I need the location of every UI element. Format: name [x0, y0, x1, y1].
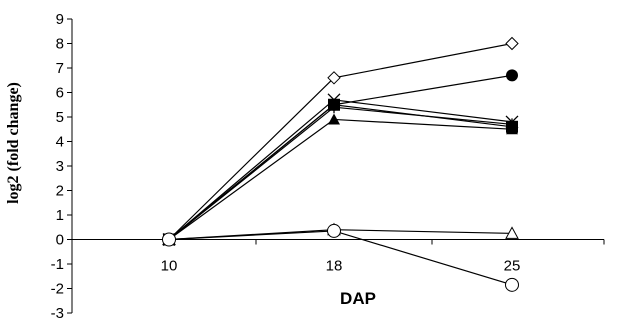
- filled-circle-marker: [506, 69, 518, 82]
- series-line: [168, 42, 513, 240]
- y-tick-label: 7: [56, 60, 64, 77]
- series-layer: [162, 36, 519, 292]
- x-tick-label: 10: [161, 258, 178, 275]
- series-line: [168, 74, 513, 240]
- x-tick-label: 25: [504, 258, 521, 275]
- series-4: [168, 106, 513, 240]
- open-circle-marker: [327, 223, 341, 238]
- filled-square-marker: [328, 98, 340, 111]
- series-line: [168, 104, 513, 240]
- series-6: [168, 118, 513, 240]
- open-circle-marker: [162, 232, 176, 247]
- series-line: [168, 106, 513, 240]
- y-tick-label: -3: [51, 305, 64, 322]
- y-tick-label: 6: [56, 85, 64, 102]
- y-tick-label: 2: [56, 183, 64, 200]
- series-5: [168, 104, 513, 240]
- series-2: [168, 74, 513, 240]
- y-tick-label: 4: [56, 134, 64, 151]
- filled-triangle-marker: [506, 123, 518, 135]
- series-markers-2: [163, 69, 518, 246]
- y-axis-label: log2 (fold change): [5, 82, 22, 204]
- series-1: [168, 42, 513, 240]
- y-tick-label: 9: [56, 11, 64, 28]
- series-line: [168, 118, 513, 240]
- y-tick-label: 1: [56, 207, 64, 224]
- series-markers-4: [163, 101, 518, 246]
- x-axis: 10 18 25: [71, 239, 605, 275]
- series-markers-8: [162, 223, 519, 292]
- y-tick-label: -2: [51, 281, 64, 298]
- y-axis: 9 8 7 6 5 4 3 2 1 0 -1 -2 -3: [51, 11, 73, 322]
- y-tick-label: 8: [56, 36, 64, 53]
- series-markers-1: [162, 36, 519, 247]
- x-tick-label: 18: [326, 258, 343, 275]
- series-markers-7: [162, 222, 519, 245]
- open-triangle-marker: [505, 226, 519, 239]
- y-tick-label: 5: [56, 109, 64, 126]
- diamond-marker: [327, 71, 341, 85]
- y-tick-label: -1: [51, 256, 64, 273]
- y-tick-label: 0: [56, 232, 64, 249]
- y-tick-label: 3: [56, 158, 64, 175]
- open-circle-marker: [505, 277, 519, 292]
- series-markers-6: [163, 113, 518, 245]
- filled-triangle-marker: [328, 113, 340, 125]
- x-axis-label: DAP: [340, 289, 376, 308]
- diamond-marker: [505, 36, 519, 51]
